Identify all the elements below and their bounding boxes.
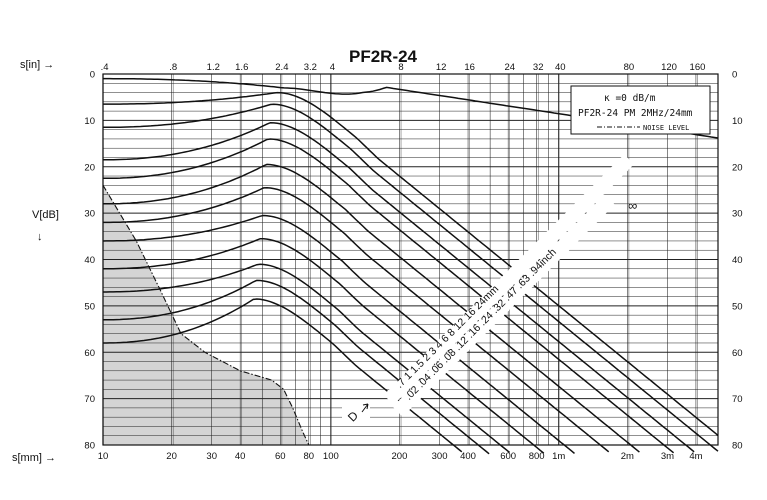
x-tick-mm-30: 30 <box>206 451 217 462</box>
x-tick-in-4: 4 <box>330 62 335 73</box>
legend-noise: NOISE LEVEL <box>643 124 689 132</box>
y-tick-right-20: 20 <box>732 162 743 173</box>
y-tick-left-10: 10 <box>84 116 95 127</box>
x-tick-mm-300: 300 <box>432 451 448 462</box>
legend-box <box>570 85 711 135</box>
x-tick-in-12: 12 <box>436 62 447 73</box>
series-line-10 <box>103 279 490 455</box>
legend: κ =0 dB/m PF2R-24 PM 2MHz/24mm NOISE LEV… <box>570 85 711 135</box>
x-tick-mm-3m: 3m <box>661 451 674 462</box>
series-line-8 <box>103 237 545 454</box>
y-tick-left-0: 0 <box>90 70 95 81</box>
reflector-arrow <box>361 403 369 413</box>
y-tick-right-30: 30 <box>732 209 743 220</box>
y-tick-right-70: 70 <box>732 394 743 405</box>
x-tick-in-32: 32 <box>533 62 544 73</box>
y-tick-right-80: 80 <box>732 441 743 452</box>
y-tick-right-50: 50 <box>732 301 743 312</box>
noise-level-line <box>102 185 310 446</box>
series-line-7 <box>102 214 575 454</box>
x-tick-mm-100: 100 <box>323 451 339 462</box>
chart-title: PF2R-24 <box>349 47 418 66</box>
x-tick-mm-200: 200 <box>392 451 408 462</box>
y-tick-left-20: 20 <box>84 162 95 173</box>
y-tick-left-30: 30 <box>84 209 95 220</box>
x-axis-top-label: s[in] → <box>20 59 54 71</box>
plot-frame <box>102 73 719 446</box>
x-tick-in-80: 80 <box>624 62 635 73</box>
x-tick-mm-60: 60 <box>275 451 286 462</box>
legend-kappa: κ =0 dB/m <box>604 93 656 104</box>
x-tick-mm-400: 400 <box>460 451 476 462</box>
series-line-4 <box>103 138 675 454</box>
series-lines <box>102 77 719 455</box>
x-tick-in-1.2: 1.2 <box>207 62 220 73</box>
x-tick-in-2.4: 2.4 <box>275 62 288 73</box>
y-tick-right-60: 60 <box>732 348 743 359</box>
y-tick-right-0: 0 <box>732 70 737 81</box>
y-tick-left-50: 50 <box>84 301 95 312</box>
y-tick-right-40: 40 <box>732 255 743 266</box>
x-tick-in-1.6: 1.6 <box>235 62 248 73</box>
y-tick-right-10: 10 <box>732 116 743 127</box>
x-tick-mm-80: 80 <box>303 451 314 462</box>
series-line-5 <box>103 163 640 453</box>
y-tick-left-80: 80 <box>84 441 95 452</box>
d-label-bg <box>342 403 370 425</box>
label-band-inch <box>392 194 615 417</box>
x-tick-in-3.2: 3.2 <box>304 62 317 73</box>
x-tick-mm-10: 10 <box>98 451 109 462</box>
series-line-2 <box>103 103 719 452</box>
x-tick-in-160: 160 <box>690 62 706 73</box>
label-band <box>383 154 635 405</box>
series-line-1 <box>103 91 719 436</box>
x-tick-in-120: 120 <box>661 62 677 73</box>
x-tick-mm-4m: 4m <box>689 451 702 462</box>
x-axis-bottom-label: s[mm] → <box>12 452 56 464</box>
infinity-label: ∞ <box>628 198 637 213</box>
legend-probe: PF2R-24 PM 2MHz/24mm <box>578 108 693 119</box>
x-tick-in-.8: .8 <box>169 62 177 73</box>
series-line-9 <box>103 263 511 454</box>
series-line-6 <box>103 186 610 453</box>
y-axis-label: V[dB] <box>32 209 59 221</box>
x-tick-in-24: 24 <box>504 62 515 73</box>
x-tick-mm-600: 600 <box>500 451 516 462</box>
y-axis-arrow: ↓ <box>37 231 43 243</box>
x-tick-mm-2m: 2m <box>621 451 634 462</box>
x-tick-mm-40: 40 <box>235 451 246 462</box>
x-tick-in-16: 16 <box>464 62 475 73</box>
x-tick-in-8: 8 <box>398 62 403 73</box>
series-line-3 <box>103 121 695 453</box>
grid <box>102 73 719 446</box>
x-tick-in-.4: .4 <box>101 62 109 73</box>
x-tick-in-40: 40 <box>555 62 566 73</box>
y-tick-left-40: 40 <box>84 255 95 266</box>
x-tick-mm-1m: 1m <box>552 451 565 462</box>
y-tick-left-70: 70 <box>84 394 95 405</box>
y-tick-left-60: 60 <box>84 348 95 359</box>
x-tick-mm-20: 20 <box>166 451 177 462</box>
x-tick-mm-800: 800 <box>529 451 545 462</box>
